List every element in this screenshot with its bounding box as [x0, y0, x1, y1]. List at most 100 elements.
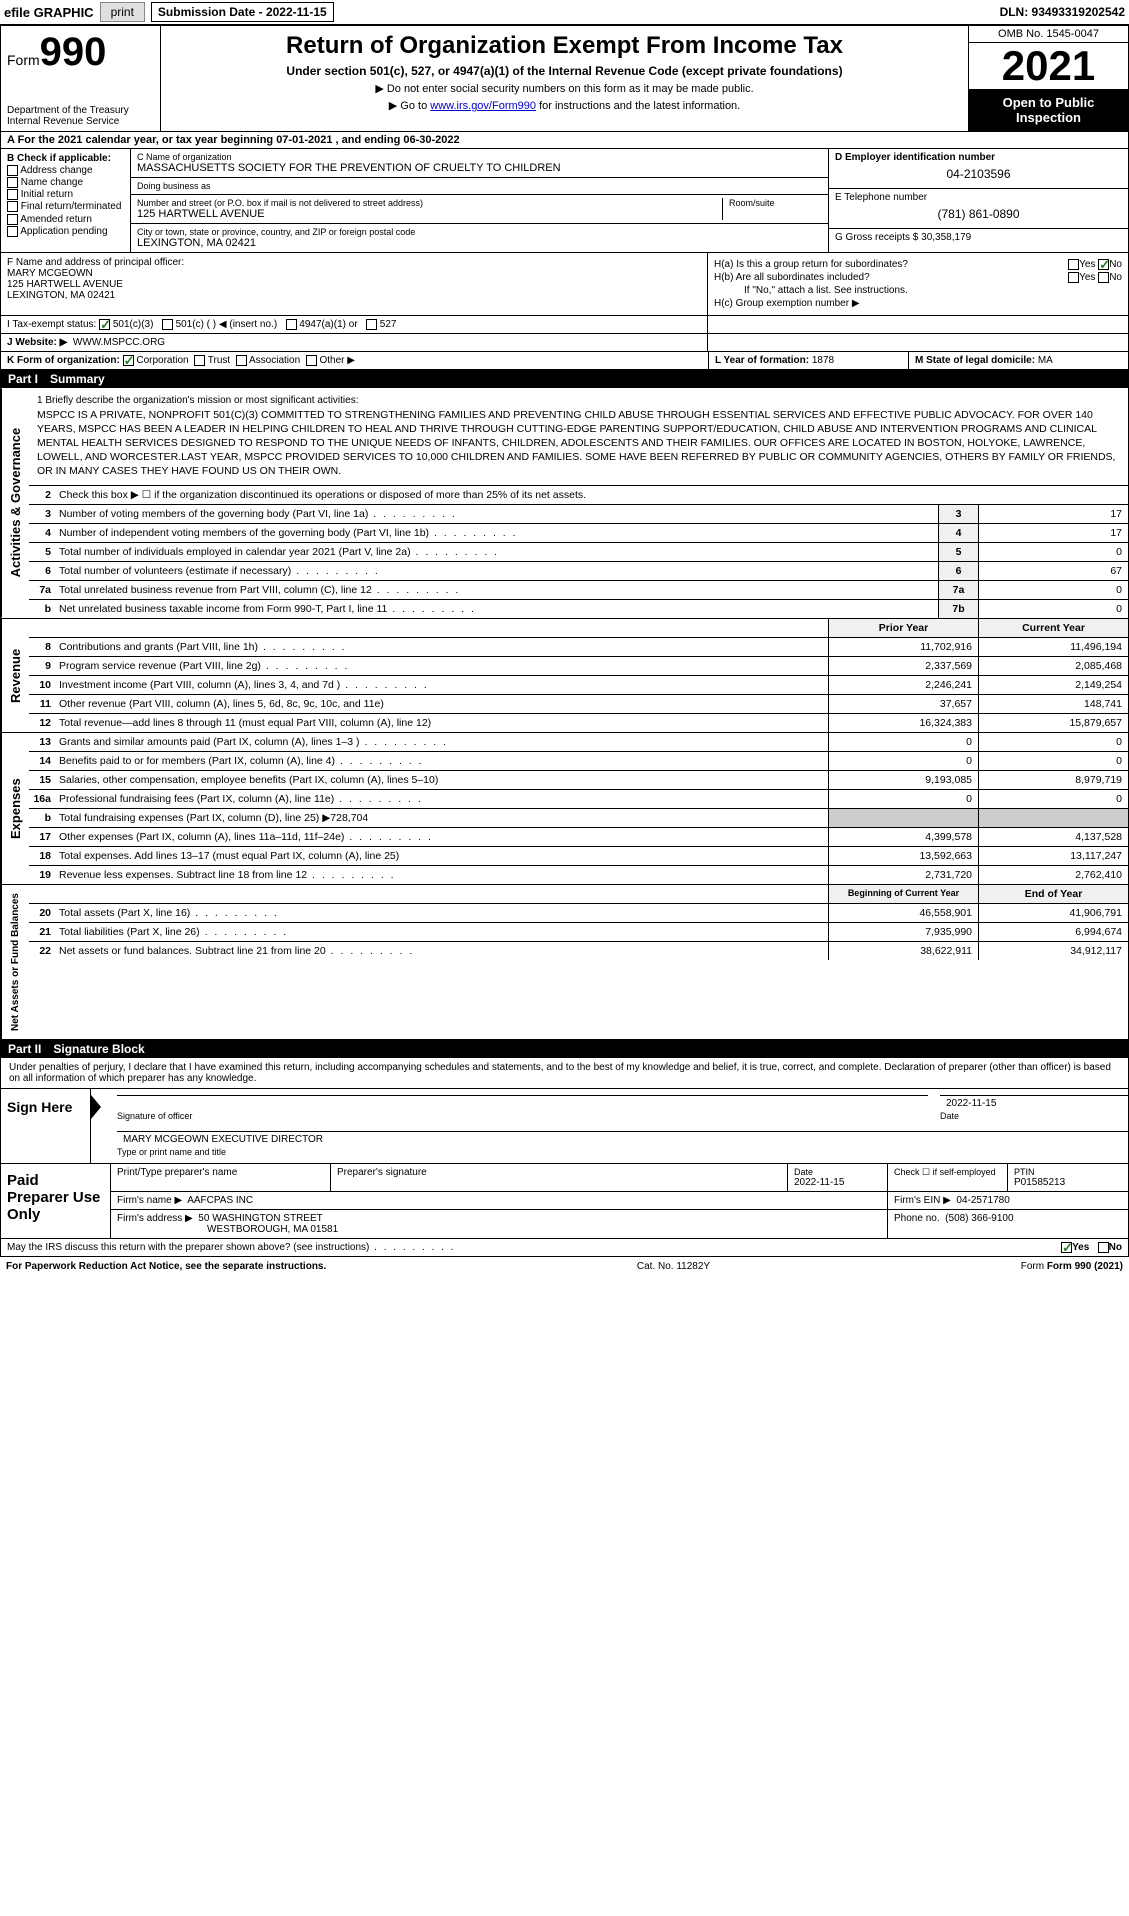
rev-header: Prior Year Current Year: [29, 619, 1128, 637]
sig-officer-line: [117, 1095, 928, 1111]
p9: 2,337,569: [828, 657, 978, 675]
cb-501c[interactable]: [162, 319, 173, 330]
side-expenses: Expenses: [1, 733, 29, 884]
org-name: MASSACHUSETTS SOCIETY FOR THE PREVENTION…: [137, 162, 822, 174]
pra-notice: For Paperwork Reduction Act Notice, see …: [6, 1261, 326, 1272]
ein-label: D Employer identification number: [835, 152, 1122, 163]
m-state: M State of legal domicile: MA: [908, 352, 1128, 369]
row-i-right: [708, 316, 1128, 333]
c14: 0: [978, 752, 1128, 770]
l17-desc: Other expenses (Part IX, column (A), lin…: [55, 828, 828, 846]
gross-val: 30,358,179: [921, 232, 971, 243]
ha-no-cb[interactable]: [1098, 259, 1109, 270]
dept-treasury: Department of the Treasury Internal Reve…: [7, 105, 154, 127]
page-footer: For Paperwork Reduction Act Notice, see …: [0, 1257, 1129, 1276]
cb-527[interactable]: [366, 319, 377, 330]
revenue-section: Revenue Prior Year Current Year 8 Contri…: [0, 619, 1129, 733]
irs-link[interactable]: www.irs.gov/Form990: [430, 100, 536, 112]
header-left: Form990 Department of the Treasury Inter…: [1, 26, 161, 131]
l13-desc: Grants and similar amounts paid (Part IX…: [55, 733, 828, 751]
l12-desc: Total revenue—add lines 8 through 11 (mu…: [55, 714, 828, 732]
firm-label: Firm's name ▶: [117, 1195, 182, 1206]
city-cell: City or town, state or province, country…: [131, 224, 828, 252]
c18: 13,117,247: [978, 847, 1128, 865]
line-15: 15 Salaries, other compensation, employe…: [29, 770, 1128, 789]
cb-amended-return[interactable]: Amended return: [7, 214, 124, 225]
p19: 2,731,720: [828, 866, 978, 884]
hb-no-cb[interactable]: [1098, 272, 1109, 283]
cb-initial-return[interactable]: Initial return: [7, 189, 124, 200]
street-val: 125 HARTWELL AVENUE: [137, 208, 722, 220]
row-a-text: A For the 2021 calendar year, or tax yea…: [7, 134, 460, 146]
line-16a: 16a Professional fundraising fees (Part …: [29, 789, 1128, 808]
form-header: Form990 Department of the Treasury Inter…: [0, 25, 1129, 132]
p12: 16,324,383: [828, 714, 978, 732]
cb-other[interactable]: [306, 355, 317, 366]
f-addr1: 125 HARTWELL AVENUE: [7, 279, 701, 290]
signature-block: Under penalties of perjury, I declare th…: [0, 1058, 1129, 1239]
line-12: 12 Total revenue—add lines 8 through 11 …: [29, 713, 1128, 732]
tax-exempt-status: I Tax-exempt status: 501(c)(3) 501(c) ( …: [1, 316, 708, 333]
street-label: Number and street (or P.O. box if mail i…: [137, 198, 722, 208]
part1-title: Summary: [50, 372, 105, 386]
ein-cell: D Employer identification number 04-2103…: [829, 149, 1128, 189]
hdr-beg: Beginning of Current Year: [828, 885, 978, 903]
org-name-cell: C Name of organization MASSACHUSETTS SOC…: [131, 149, 828, 178]
v7b: 0: [978, 600, 1128, 618]
v7a: 0: [978, 581, 1128, 599]
m-val: MA: [1038, 355, 1053, 366]
section-fh: F Name and address of principal officer:…: [0, 253, 1129, 316]
l3-desc: Number of voting members of the governin…: [55, 505, 938, 523]
na-header: Beginning of Current Year End of Year: [29, 885, 1128, 903]
hb-text: H(b) Are all subordinates included?: [714, 272, 870, 283]
l9-desc: Program service revenue (Part VIII, line…: [55, 657, 828, 675]
phone-cell2: Phone no. (508) 366-9100: [888, 1210, 1128, 1238]
discuss-yes-cb[interactable]: [1061, 1242, 1072, 1253]
part2-title: Signature Block: [53, 1042, 144, 1056]
cb-address-change[interactable]: Address change: [7, 165, 124, 176]
print-button[interactable]: print: [100, 2, 145, 22]
cb-4947[interactable]: [286, 319, 297, 330]
cb-trust[interactable]: [194, 355, 205, 366]
v5: 0: [978, 543, 1128, 561]
c9: 2,085,468: [978, 657, 1128, 675]
section-bcdeg: B Check if applicable: Address change Na…: [0, 149, 1129, 253]
line-8: 8 Contributions and grants (Part VIII, l…: [29, 637, 1128, 656]
i-label: I Tax-exempt status:: [7, 319, 96, 330]
l14-desc: Benefits paid to or for members (Part IX…: [55, 752, 828, 770]
sig-arrow-icon: [91, 1095, 101, 1119]
submission-date: Submission Date - 2022-11-15: [151, 2, 334, 22]
cb-assoc[interactable]: [236, 355, 247, 366]
discuss-no-cb[interactable]: [1098, 1242, 1109, 1253]
cb-app-pending[interactable]: Application pending: [7, 226, 124, 237]
p18: 13,592,663: [828, 847, 978, 865]
hb-yes-cb[interactable]: [1068, 272, 1079, 283]
phone-val: (781) 861-0890: [835, 203, 1122, 225]
cb-name-change[interactable]: Name change: [7, 177, 124, 188]
form-subtitle: Under section 501(c), 527, or 4947(a)(1)…: [169, 64, 960, 78]
c21: 6,994,674: [978, 923, 1128, 941]
phone-cell: E Telephone number (781) 861-0890: [829, 189, 1128, 229]
phone-label2: Phone no.: [894, 1213, 940, 1224]
cb-final-return[interactable]: Final return/terminated: [7, 201, 124, 212]
l8-desc: Contributions and grants (Part VIII, lin…: [55, 638, 828, 656]
cb-corp[interactable]: [123, 355, 134, 366]
l7b-desc: Net unrelated business taxable income fr…: [55, 600, 938, 618]
form-ref: Form Form 990 (2021): [1021, 1261, 1123, 1272]
pv5: P01585213: [1014, 1177, 1122, 1188]
header-title-block: Return of Organization Exempt From Incom…: [161, 26, 968, 131]
c16a: 0: [978, 790, 1128, 808]
ha-yes-cb[interactable]: [1068, 259, 1079, 270]
l16a-desc: Professional fundraising fees (Part IX, …: [55, 790, 828, 808]
line-13: 13 Grants and similar amounts paid (Part…: [29, 733, 1128, 751]
side-revenue: Revenue: [1, 619, 29, 732]
line-7a: 7a Total unrelated business revenue from…: [29, 580, 1128, 599]
k-form-org: K Form of organization: Corporation Trus…: [1, 352, 708, 369]
col-h-group: H(a) Is this a group return for subordin…: [708, 253, 1128, 315]
cb-501c3[interactable]: [99, 319, 110, 330]
line-2: 2 Check this box ▶ ☐ if the organization…: [29, 485, 1128, 504]
line-14: 14 Benefits paid to or for members (Part…: [29, 751, 1128, 770]
exp-body: 13 Grants and similar amounts paid (Part…: [29, 733, 1128, 884]
v4: 17: [978, 524, 1128, 542]
paid-title: Paid Preparer Use Only: [1, 1164, 111, 1238]
